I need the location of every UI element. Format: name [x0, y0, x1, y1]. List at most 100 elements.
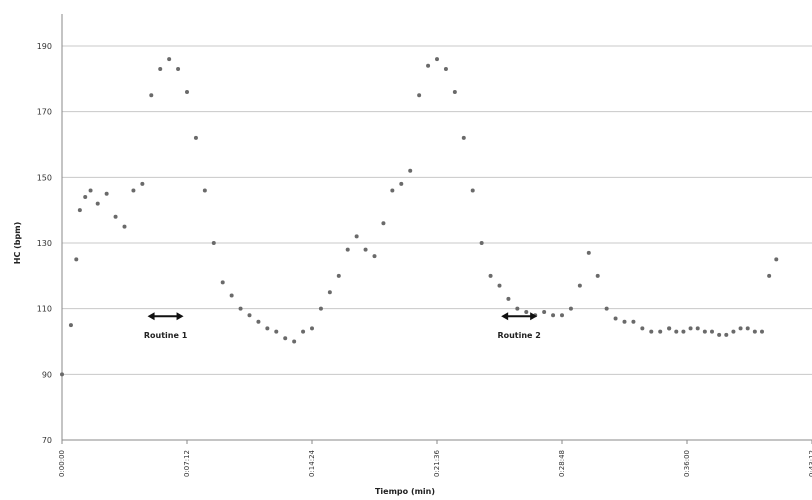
x-tick-labels: 0:00:00 0:07:12 0:14:24 0:21:36 0:28:48 0:36:… — [58, 440, 812, 477]
data-point — [283, 336, 288, 341]
y-tick-label: 90 — [42, 370, 52, 379]
data-point — [390, 188, 395, 193]
arrow-head-right — [176, 312, 184, 321]
data-point — [60, 372, 64, 377]
data-point — [752, 329, 757, 334]
data-point — [104, 191, 109, 196]
data-point — [327, 290, 332, 295]
y-axis-label: HC (bpm) — [13, 222, 22, 264]
data-point — [131, 188, 136, 193]
arrow-head-left — [147, 312, 155, 321]
data-point — [372, 254, 377, 259]
x-tick-label: 0:00:00 — [58, 450, 66, 477]
data-point — [560, 313, 564, 318]
data-point — [613, 316, 618, 321]
data-point — [738, 326, 743, 331]
data-point — [185, 89, 189, 94]
data-point — [595, 273, 600, 278]
y-tick-label: 70 — [42, 436, 52, 445]
data-point — [717, 332, 722, 337]
data-point — [336, 273, 341, 278]
data-point — [68, 323, 73, 328]
data-point — [399, 181, 404, 186]
x-axis-label: Tiempo (min) — [375, 487, 435, 496]
y-tick-label: 170 — [37, 108, 52, 117]
data-point — [577, 283, 582, 288]
data-point — [461, 135, 466, 140]
x-tick-label: 0:43:12 — [808, 450, 812, 477]
data-point — [760, 329, 764, 334]
data-point — [256, 319, 261, 324]
data-point — [354, 234, 359, 239]
data-point — [667, 326, 672, 331]
data-point — [318, 306, 323, 311]
data-point — [149, 93, 154, 98]
data-point — [702, 329, 707, 334]
data-point — [229, 293, 234, 298]
data-point — [211, 241, 216, 245]
data-point — [193, 135, 198, 140]
x-tick-label: 0:14:24 — [308, 449, 316, 477]
data-point — [710, 329, 714, 334]
data-point — [674, 329, 679, 334]
data-point — [381, 221, 386, 226]
data-point — [435, 57, 439, 62]
data-point — [731, 329, 736, 334]
data-point — [122, 224, 127, 229]
data-point — [622, 319, 627, 324]
data-point — [479, 241, 484, 245]
data-point — [443, 66, 448, 71]
data-point — [681, 329, 686, 334]
data-point — [452, 89, 457, 94]
y-tick-label: 130 — [37, 239, 52, 248]
annotation-label: Routine 2 — [497, 331, 540, 340]
data-point — [74, 257, 79, 262]
data-point — [724, 332, 729, 337]
data-point — [515, 306, 520, 311]
y-tick-labels: 70 90 110 130 150 170 190 — [37, 42, 52, 445]
data-point — [542, 309, 547, 314]
data-point — [568, 306, 573, 311]
data-point — [140, 181, 145, 186]
arrow-head-left — [501, 312, 509, 321]
x-tick-label: 0:21:36 — [433, 449, 441, 477]
data-point — [301, 329, 306, 334]
data-point — [176, 66, 181, 71]
data-point — [247, 313, 252, 318]
y-tick-label: 110 — [37, 305, 52, 314]
data-point — [631, 319, 636, 324]
data-point — [417, 93, 422, 98]
annotations: Routine 1 Routine 2 — [144, 312, 541, 340]
data-point — [604, 306, 609, 311]
grid-lines — [62, 45, 812, 441]
x-tick-label: 0:36:00 — [683, 450, 691, 477]
data-point — [202, 188, 207, 193]
x-tick-label: 0:28:48 — [558, 450, 566, 477]
data-point — [688, 326, 693, 331]
data-point — [292, 339, 297, 344]
x-tick-label: 0:07:12 — [183, 450, 191, 477]
data-point — [274, 329, 279, 334]
data-point — [497, 283, 502, 288]
data-point — [774, 257, 779, 262]
data-point — [167, 57, 172, 62]
data-point — [88, 188, 93, 193]
data-point — [345, 247, 350, 252]
data-point — [77, 208, 82, 213]
data-point — [524, 309, 529, 314]
data-point — [310, 326, 314, 331]
data-point — [695, 326, 700, 331]
data-point — [658, 329, 663, 334]
data-point — [220, 280, 225, 285]
data-point — [265, 326, 270, 331]
arrow-head-right — [530, 312, 538, 321]
data-point — [640, 326, 645, 331]
data-points — [60, 57, 779, 377]
y-tick-label: 190 — [37, 42, 52, 51]
data-point — [551, 313, 556, 318]
y-tick-label: 150 — [37, 173, 52, 182]
data-point — [113, 214, 118, 219]
data-point — [745, 326, 750, 331]
